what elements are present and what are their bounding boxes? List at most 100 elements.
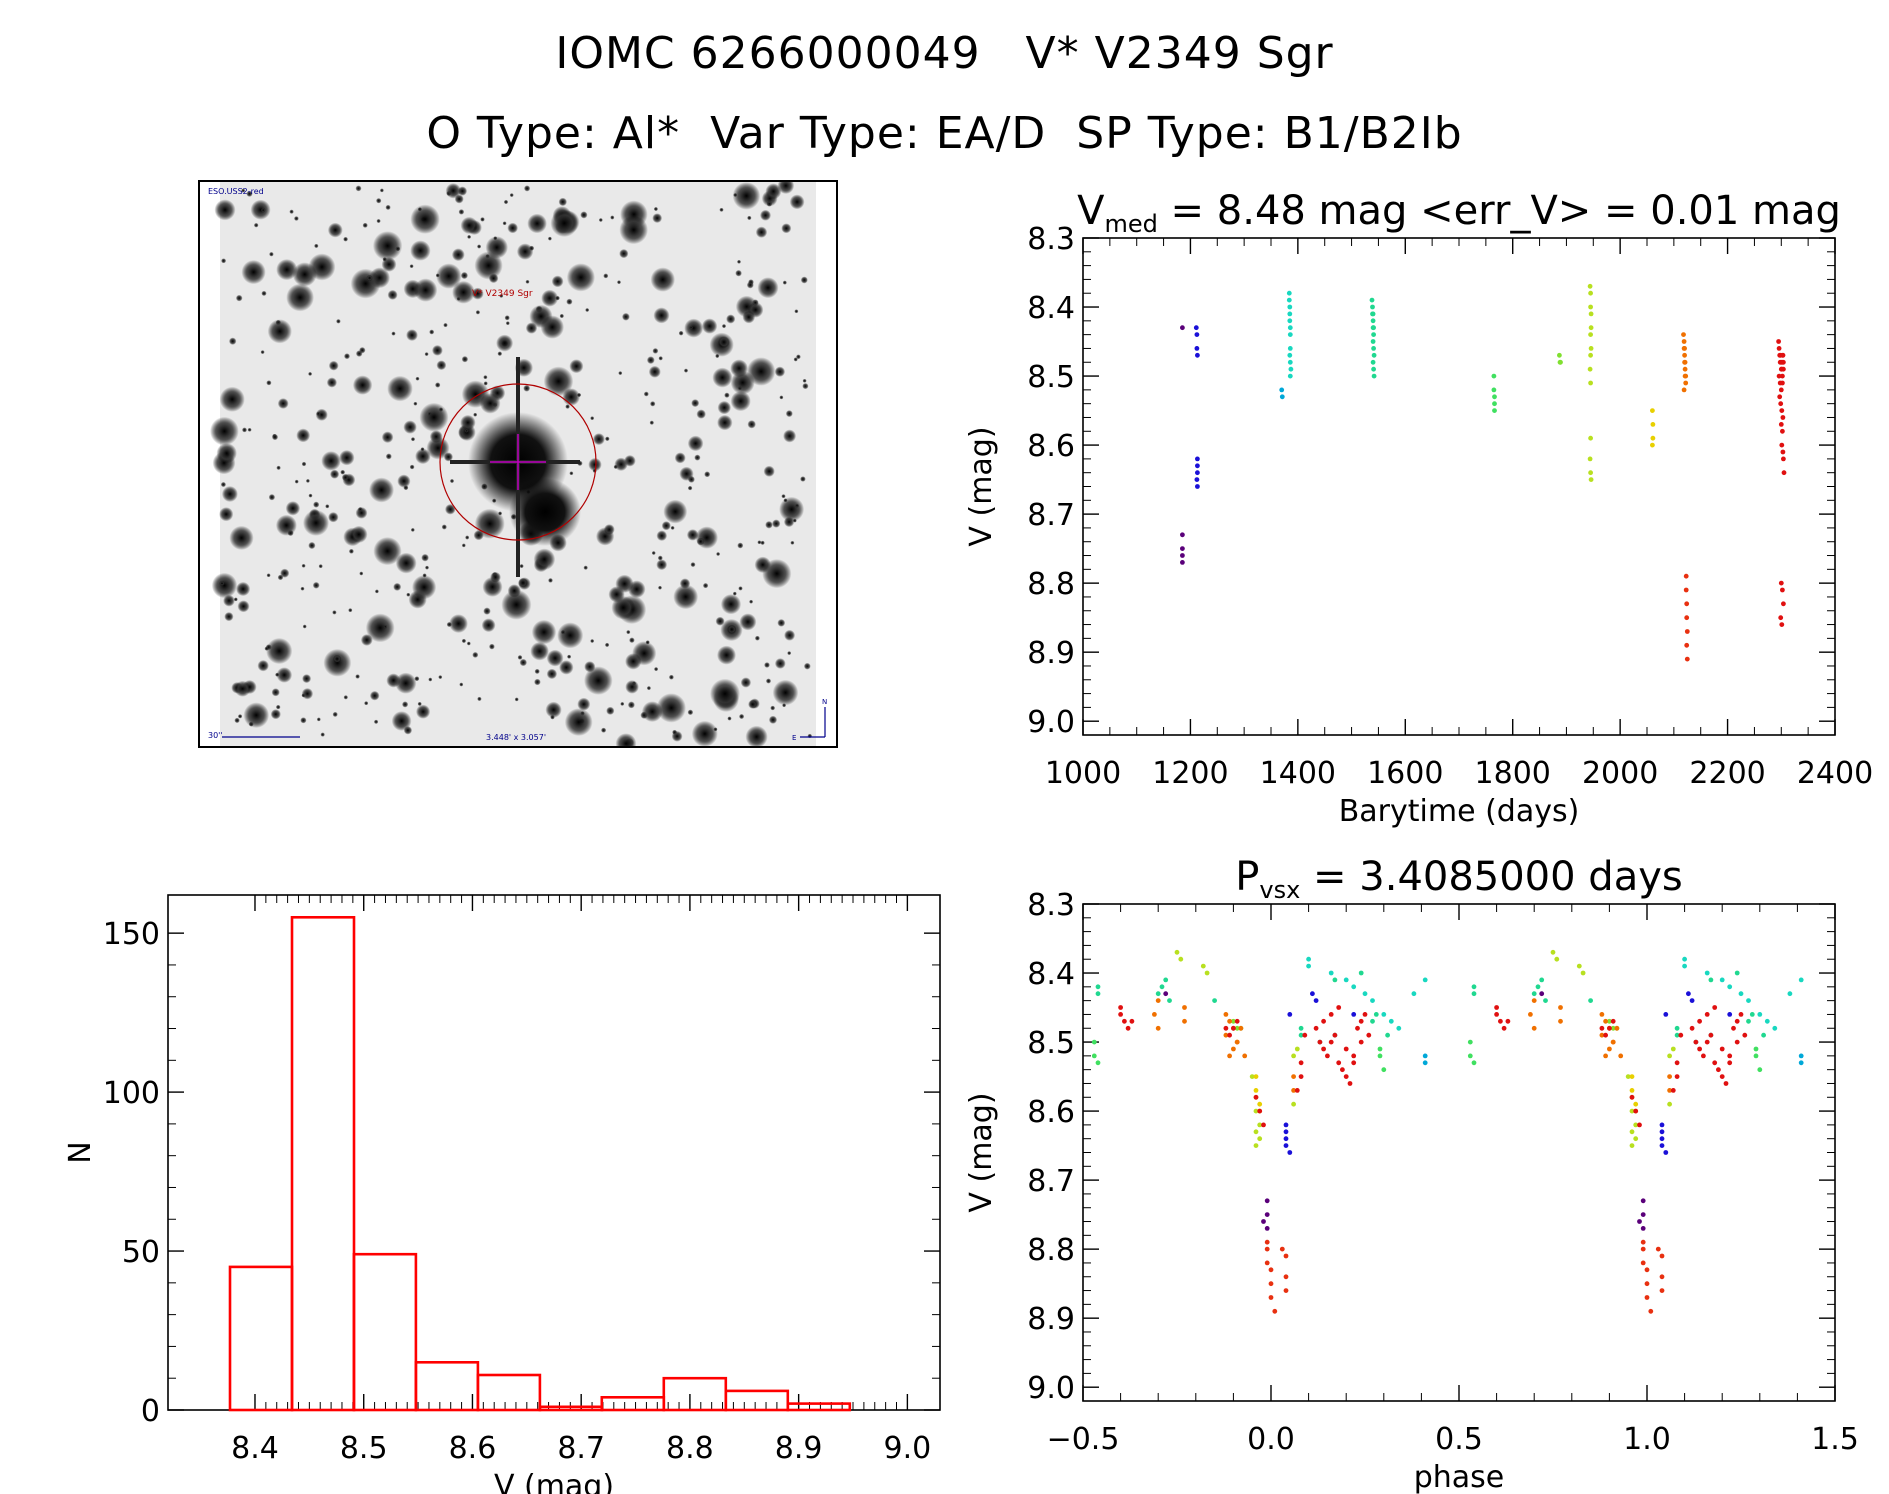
finder-star [559, 660, 574, 675]
phased-point [1629, 1108, 1635, 1114]
lightcurve-ytick-label: 9.0 [1027, 705, 1075, 740]
phased-point [1129, 1018, 1135, 1024]
lightcurve-point [1370, 339, 1376, 344]
phased-point [1332, 977, 1338, 983]
lightcurve-point [1778, 366, 1784, 372]
phased-point [1283, 1288, 1289, 1293]
east-label: E [792, 734, 796, 742]
lightcurve-point [1683, 380, 1689, 386]
lightcurve-point [1587, 366, 1593, 372]
phased-point [1603, 1053, 1608, 1059]
phased-point [1674, 1025, 1680, 1031]
lightcurve-series [1180, 325, 1185, 565]
phased-point [1467, 1039, 1473, 1045]
finder-star [674, 452, 686, 464]
finder-star [425, 565, 429, 570]
finder-star [783, 429, 797, 443]
phased-point [1757, 1067, 1763, 1073]
phased-point [1178, 956, 1184, 962]
finder-star [745, 725, 768, 746]
finder-star [352, 375, 373, 395]
phased-point [1550, 949, 1556, 955]
finder-star [260, 207, 266, 213]
phased-point [1712, 1005, 1718, 1010]
finder-star [584, 666, 613, 695]
lightcurve-point [1287, 373, 1293, 379]
finder-star [416, 704, 431, 719]
finder-star [793, 357, 798, 362]
finder-star [519, 658, 527, 667]
finder-star [467, 234, 472, 239]
phased-point [1377, 1046, 1383, 1052]
finder-star [490, 571, 501, 583]
finder-star [747, 215, 752, 221]
phased-xlabel: phase [1414, 1460, 1505, 1494]
lightcurve-point [1558, 359, 1563, 365]
finder-star [461, 356, 469, 363]
lightcurve-point [1370, 318, 1376, 324]
finder-star [460, 216, 478, 234]
lightcurve-point [1780, 449, 1786, 455]
finder-star [606, 706, 615, 715]
lightcurve-point [1684, 601, 1690, 607]
lightcurve-point [1684, 615, 1690, 621]
finder-star [534, 678, 541, 686]
phased-point [1388, 1018, 1394, 1024]
finder-star [459, 682, 464, 687]
phased-point [1603, 1032, 1608, 1038]
lightcurve-point [1180, 325, 1185, 331]
finder-star [397, 474, 411, 488]
histogram-bar [600, 1396, 666, 1412]
finder-star [480, 217, 485, 222]
phased-xtick-label: 1.5 [1811, 1422, 1859, 1457]
phased-point [1253, 1143, 1259, 1148]
phased-xtick-label: 0.0 [1247, 1422, 1295, 1457]
finder-star [219, 580, 225, 587]
phased-point [1659, 1253, 1665, 1259]
finder-star [584, 661, 596, 673]
phased-point [1708, 977, 1714, 983]
finder-star [742, 310, 756, 324]
lightcurve-point [1778, 580, 1784, 586]
lightcurve-point [1588, 477, 1594, 482]
finder-star [794, 309, 799, 314]
lightcurve-point [1288, 366, 1294, 372]
phased-ytick-label: 8.9 [1027, 1302, 1075, 1337]
histogram-xtick-label: 8.8 [666, 1431, 714, 1466]
finder-star [301, 461, 307, 467]
phased-point [1640, 1226, 1646, 1231]
finder-star [760, 540, 765, 545]
finder-star [615, 733, 637, 746]
lightcurve-point [1650, 435, 1656, 441]
finder-chart-image: ESO.USS2-red V* V2349 Sgr 30'' 3.448' x … [198, 180, 838, 748]
finder-star [670, 525, 675, 530]
finder-star [671, 730, 683, 742]
phased-point [1588, 998, 1593, 1003]
lightcurve-point [1682, 359, 1688, 365]
finder-star [236, 581, 251, 597]
phased-point [1257, 1101, 1263, 1107]
histogram-bar [290, 915, 356, 1412]
finder-star [765, 521, 773, 529]
phased-series [1264, 1239, 1665, 1314]
finder-star [760, 209, 771, 221]
finder-star [420, 447, 425, 452]
finder-star [393, 582, 402, 591]
finder-star [220, 481, 226, 488]
finder-star [381, 431, 394, 443]
finder-star [443, 322, 448, 328]
lightcurve-point [1781, 601, 1786, 607]
finder-star [305, 478, 310, 483]
lightcurve-ylabel: V (mag) [964, 426, 999, 546]
phased-point [1757, 1012, 1763, 1017]
phased-point [1670, 1088, 1676, 1093]
finder-star [365, 613, 395, 643]
phased-point [1742, 1032, 1748, 1038]
phased-point [1155, 1025, 1161, 1031]
finder-star [514, 697, 519, 702]
finder-star [691, 399, 700, 408]
phased-point [1163, 991, 1169, 997]
finder-star [550, 714, 555, 720]
phased-point [1268, 1295, 1274, 1300]
finder-star [548, 578, 553, 583]
